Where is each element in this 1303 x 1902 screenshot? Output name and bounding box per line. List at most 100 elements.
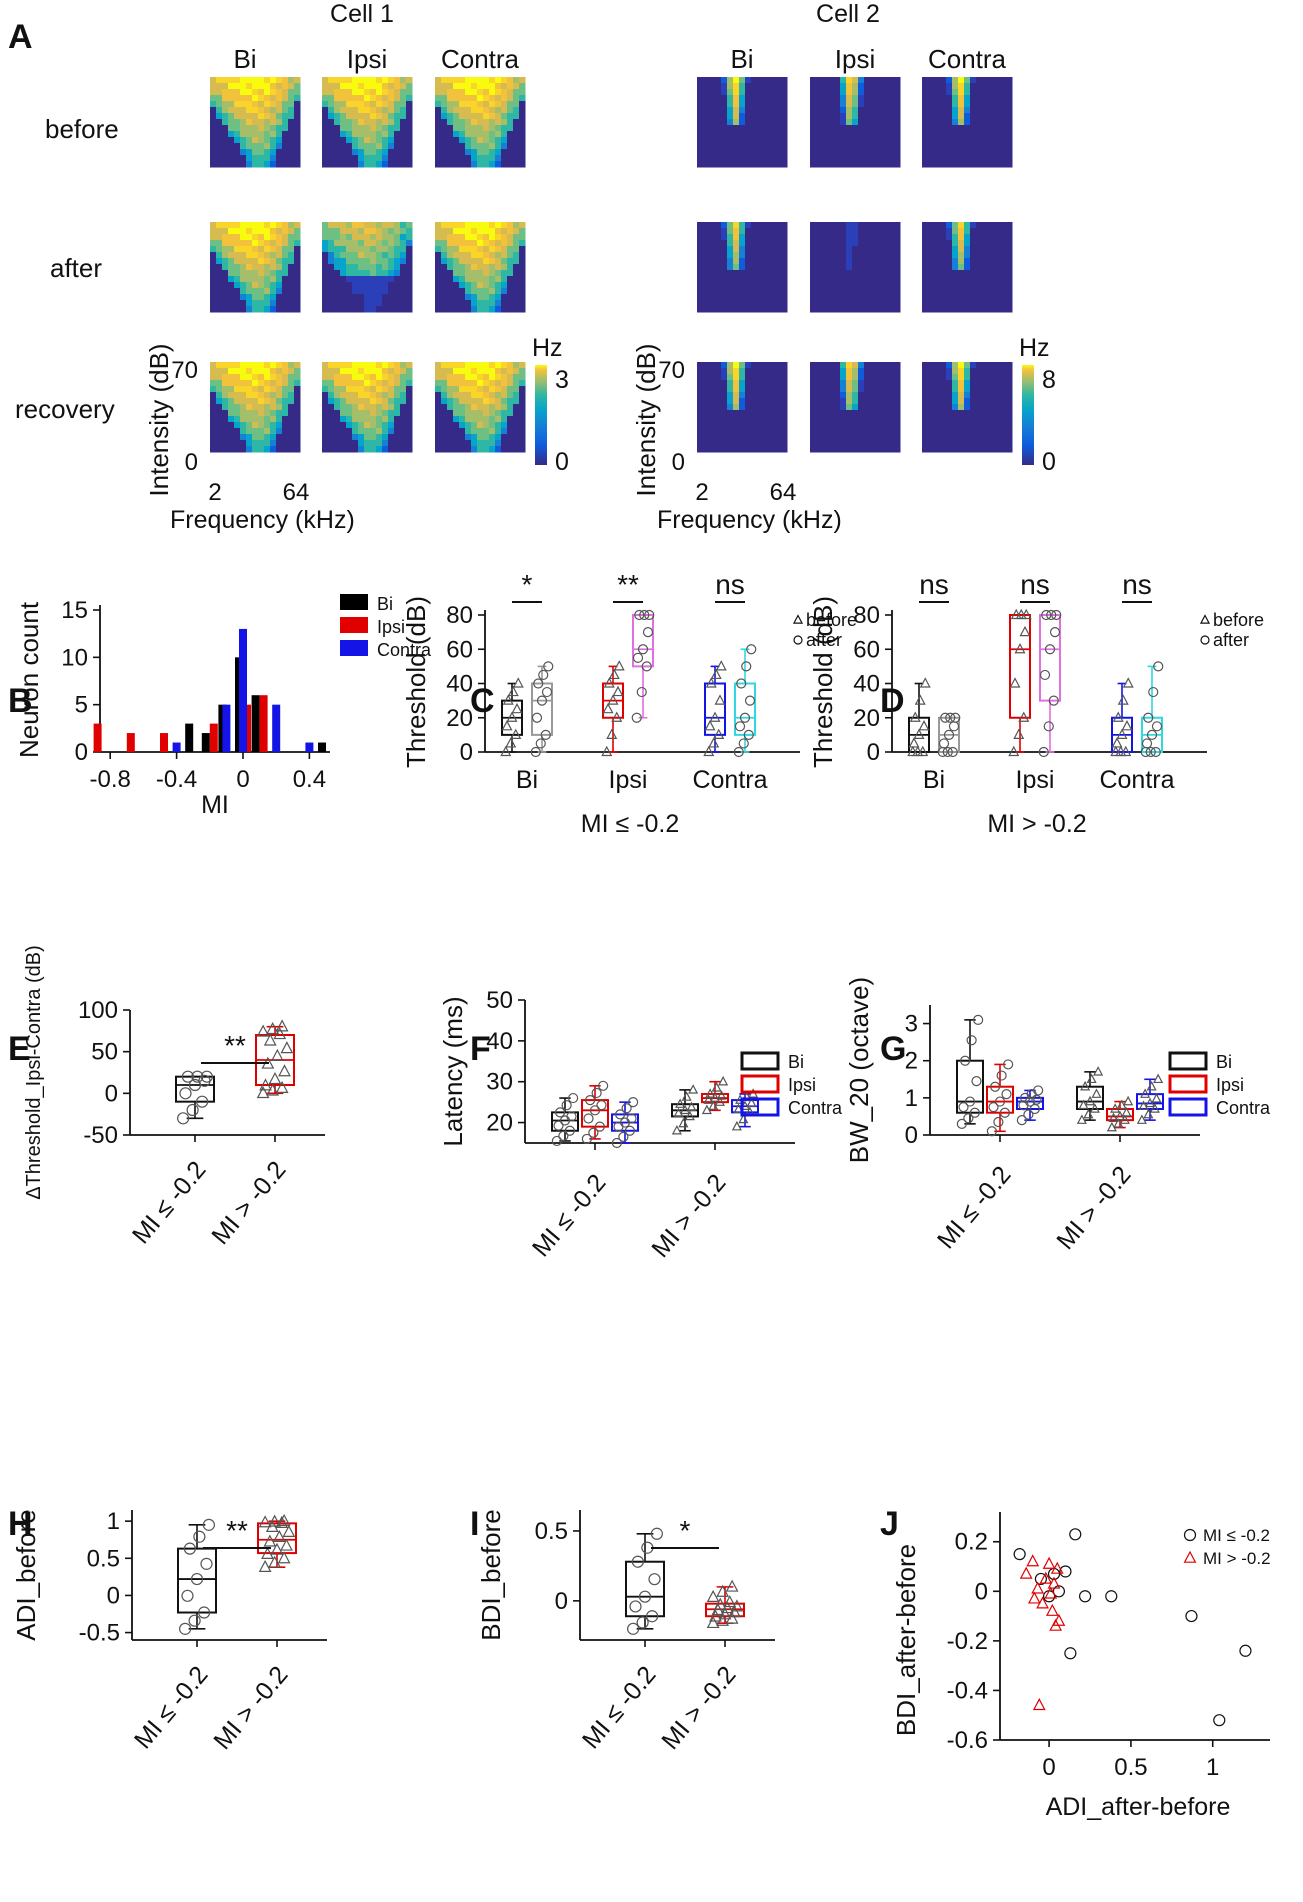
heatmap-cell [976, 422, 983, 429]
heatmap-cell [721, 282, 728, 289]
heatmap-cell [495, 234, 502, 241]
heatmap-cell [346, 398, 353, 405]
heatmap-cell [288, 380, 295, 387]
heatmap-cell [922, 240, 929, 247]
heatmap-cell [501, 306, 508, 313]
heatmap-cell [751, 137, 758, 144]
heatmap-cell [876, 119, 883, 126]
legend-swatch [740, 1051, 780, 1071]
heatmap-cell [958, 119, 965, 126]
heatmap-cell [394, 440, 401, 447]
heatmap-cell [822, 89, 829, 96]
heatmap-cell [471, 410, 478, 417]
heatmap-cell [216, 149, 223, 156]
heatmap-cell [453, 149, 460, 156]
heatmap-cell [888, 434, 895, 441]
heatmap-cell [382, 422, 389, 429]
bar-ipsi [160, 733, 168, 752]
heatmap-cell [721, 143, 728, 150]
heatmap-cell [952, 276, 959, 283]
heatmap-cell [840, 386, 847, 393]
heatmap-cell [834, 119, 841, 126]
heatmap-cell [489, 149, 496, 156]
heatmap-cell [394, 234, 401, 241]
box-ipsi [701, 1075, 729, 1115]
heatmap-cell [400, 155, 407, 162]
heatmap-cell [519, 392, 526, 399]
heatmap-cell [489, 89, 496, 96]
heatmap-cell [994, 83, 1001, 90]
heatmap-cell [703, 380, 710, 387]
heatmap-cell [394, 222, 401, 229]
heatmap-cell [1006, 222, 1013, 229]
heatmap-cell [406, 288, 413, 295]
heatmap-cell [489, 246, 496, 253]
heatmap-cell [216, 392, 223, 399]
heatmap-cell [441, 440, 448, 447]
heatmap-cell [346, 434, 353, 441]
heatmap-cell [739, 234, 746, 241]
heatmap-cell [495, 398, 502, 405]
heatmap-cell [964, 222, 971, 229]
heatmap-cell [727, 282, 734, 289]
heatmap-cell [763, 252, 770, 259]
heatmap-cell [388, 83, 395, 90]
heatmap-cell [988, 125, 995, 132]
data-point [736, 678, 747, 689]
heatmap-cell [697, 380, 704, 387]
heatmap-cell [1006, 125, 1013, 132]
heatmap-cell [222, 143, 229, 150]
heatmap-cell [882, 228, 889, 235]
data-point [1112, 711, 1124, 722]
heatmap-cell [459, 143, 466, 150]
heatmap-cell [964, 392, 971, 399]
box-ipsi [986, 1059, 1014, 1137]
heatmap-cell [264, 89, 271, 96]
heatmap-cell [210, 107, 217, 114]
heatmap-cell [894, 306, 901, 313]
heatmap-cell [322, 288, 329, 295]
heatmap-cell [406, 113, 413, 120]
heatmap-cell [270, 374, 277, 381]
heatmap-cell [697, 300, 704, 307]
heatmap-cell [447, 270, 454, 277]
heatmap-cell [840, 294, 847, 301]
heatmap-cell [453, 228, 460, 235]
heatmap-cell [358, 264, 365, 271]
heatmap-cell [769, 288, 776, 295]
heatmap-cell [294, 149, 301, 156]
data-point [530, 746, 541, 758]
heatmap-cell [775, 95, 782, 102]
heatmap-cell [934, 83, 941, 90]
data-point [1146, 1080, 1157, 1091]
heatmap-cell [240, 101, 247, 108]
heatmap-cell [288, 77, 295, 84]
heatmap-cell [388, 252, 395, 259]
heatmap-cell [453, 83, 460, 90]
heatmap-cell [400, 125, 407, 132]
heatmap-cell [394, 270, 401, 277]
heatmap-cell [870, 240, 877, 247]
heatmap-cell [507, 386, 514, 393]
heatmap-cell [258, 89, 265, 96]
y-tick-label: -0.2 [947, 1628, 988, 1655]
heatmap-cell [816, 398, 823, 405]
heatmap-cell [745, 288, 752, 295]
heatmap-cell [210, 428, 217, 435]
heatmap-cell [922, 306, 929, 313]
heatmap-cell [340, 434, 347, 441]
heatmap-cell [483, 119, 490, 126]
heatmap-cell [264, 440, 271, 447]
heatmap-cell [477, 228, 484, 235]
heatmap-cell [507, 380, 514, 387]
heatmap-cell [240, 107, 247, 114]
heatmap-cell [370, 362, 377, 369]
heatmap-cell [288, 107, 295, 114]
data-point [709, 1609, 722, 1622]
heatmap-cell [810, 77, 817, 84]
heatmap-cell [828, 264, 835, 271]
heatmap-cell [394, 252, 401, 259]
heatmap-cell [282, 258, 289, 265]
heatmap-cell [982, 161, 989, 168]
